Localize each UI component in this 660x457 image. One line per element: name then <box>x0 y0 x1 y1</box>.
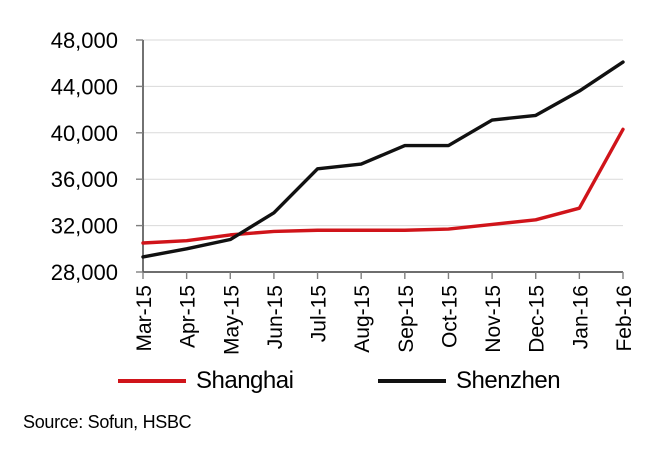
y-axis-label: 36,000 <box>51 167 118 192</box>
y-axis-label: 28,000 <box>51 260 118 285</box>
y-axis-label: 44,000 <box>51 74 118 99</box>
legend-label-shanghai: Shanghai <box>196 367 294 394</box>
x-axis-label: Jul-15 <box>308 285 331 342</box>
shanghai-line-swatch <box>118 379 186 383</box>
source-note: Source: Sofun, HSBC <box>23 412 192 432</box>
legend-item-shanghai: Shanghai <box>118 367 294 395</box>
x-axis-label: Nov-15 <box>482 285 505 353</box>
y-axis-label: 32,000 <box>51 214 118 239</box>
y-axis-label: 40,000 <box>51 121 118 146</box>
legend-label-shenzhen: Shenzhen <box>456 367 561 394</box>
x-axis-label: Oct-15 <box>438 285 461 348</box>
x-axis-label: May-15 <box>220 285 243 355</box>
y-axis-label: 48,000 <box>51 28 118 53</box>
x-axis-label: Aug-15 <box>351 285 374 353</box>
series-line-shenzhen <box>141 60 625 259</box>
legend-item-shenzhen: Shenzhen <box>378 367 561 395</box>
x-axis-label: Apr-15 <box>177 285 200 348</box>
x-axis-label: Jun-15 <box>264 285 287 349</box>
x-axis-label: Sep-15 <box>395 285 418 353</box>
shenzhen-line-swatch <box>378 379 446 383</box>
line-chart-canvas: 28,000 32,000 36,000 40,000 44,000 48,000 Mar-… <box>51 28 636 355</box>
series-line-shanghai <box>141 127 625 245</box>
x-axis-label: Mar-15 <box>133 285 156 352</box>
x-axis-label: Feb-16 <box>613 285 636 352</box>
x-axis-label: Jan-16 <box>569 285 592 349</box>
x-axis-label: Dec-15 <box>526 285 549 353</box>
